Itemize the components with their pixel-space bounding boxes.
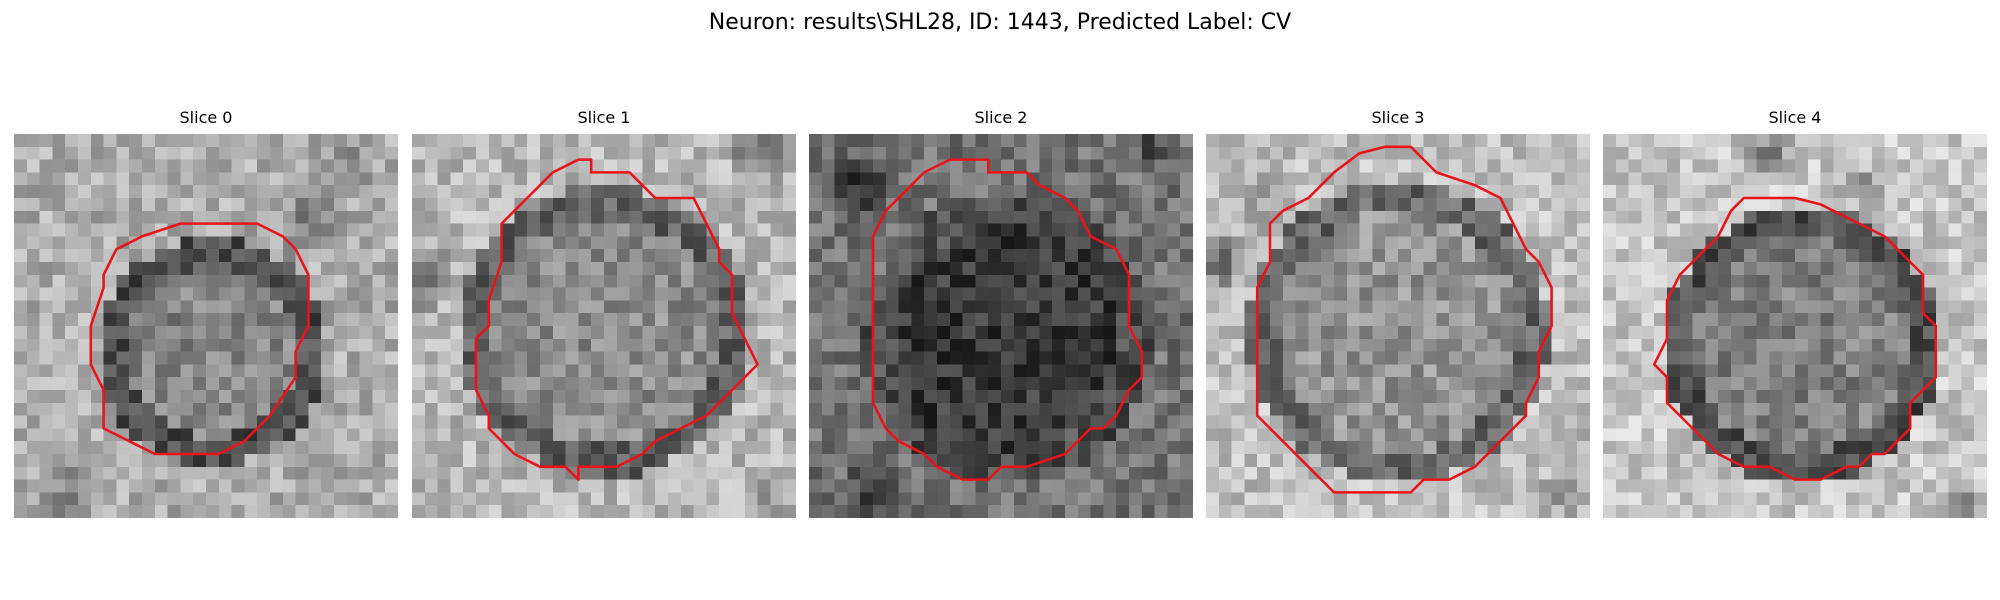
slice-image-2: [809, 134, 1193, 518]
slice-image-4: [1603, 134, 1987, 518]
slice-panel-1: Slice 1: [412, 108, 796, 518]
slice-panel-3: Slice 3: [1206, 108, 1590, 518]
slice-title: Slice 0: [179, 108, 233, 127]
pixel-grid: [1206, 134, 1590, 518]
pixel-grid: [14, 134, 398, 518]
slice-panel-2: Slice 2: [809, 108, 1193, 518]
slice-title: Slice 1: [577, 108, 631, 127]
neuron-contour: [89, 222, 310, 456]
slice-title: Slice 3: [1371, 108, 1425, 127]
slice-image-3: [1206, 134, 1590, 518]
slice-title: Slice 4: [1768, 108, 1822, 127]
neuron-contour: [1255, 145, 1553, 494]
slice-panel-4: Slice 4: [1603, 108, 1987, 518]
figure-title: Neuron: results\SHL28, ID: 1443, Predict…: [708, 10, 1292, 35]
pixel-grid: [412, 134, 796, 518]
slice-panel-0: Slice 0: [14, 108, 398, 518]
slice-title: Slice 2: [974, 108, 1028, 127]
pixel-grid: [1603, 134, 1987, 518]
slice-image-0: [14, 134, 398, 518]
neuron-contour: [871, 158, 1144, 481]
neuron-contour: [474, 158, 759, 481]
neuron-contour: [1652, 196, 1938, 481]
pixel-grid: [809, 134, 1193, 518]
slice-image-1: [412, 134, 796, 518]
